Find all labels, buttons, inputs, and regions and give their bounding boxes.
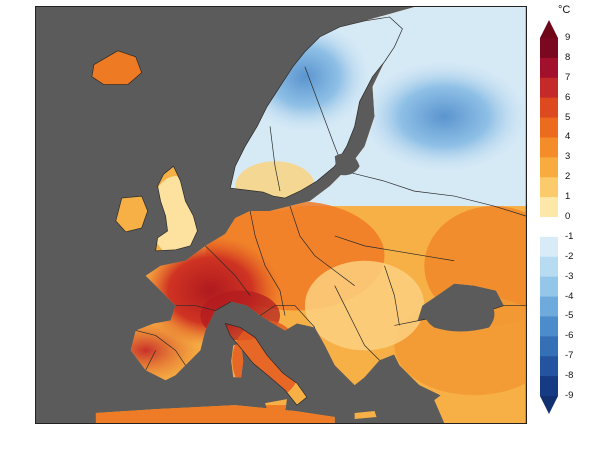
colorbar-tick-label: -6 [565, 330, 574, 342]
colorbar-cell [540, 356, 558, 377]
colorbar-cell [540, 376, 558, 397]
colorbar-tick-label: -1 [565, 230, 574, 242]
colorbar-tick-label: 4 [565, 131, 571, 143]
colorbar-cell [540, 316, 558, 337]
colorbar-tick-label: -2 [565, 250, 574, 262]
colorbar-tick-label: -3 [565, 270, 574, 282]
colorbar-legend: °C 9 8 7 6 5 4 3 2 1 0 -1 -2 -3 -4 -5 -6 -7 -8 -9 [538, 4, 598, 418]
unit-label: °C [558, 4, 571, 16]
baltic-gulf [334, 152, 360, 176]
black-sea [425, 295, 495, 332]
colorbar-cell [540, 57, 558, 79]
colorbar-tick-label: 2 [565, 171, 571, 183]
colorbar-cell [540, 177, 558, 198]
map-panel [35, 6, 527, 424]
colorbar-cell [540, 137, 558, 158]
colorbar-cell [540, 276, 558, 298]
colorbar-tick-label: 3 [565, 151, 571, 163]
colorbar-tick-label: -7 [565, 350, 574, 362]
colorbar-tick-label: -4 [565, 290, 574, 302]
colorbar-tick-label: -8 [565, 370, 574, 382]
colorbar-cell [540, 296, 558, 317]
country-borders [91, 16, 526, 406]
colorbar-tick-label: -5 [565, 310, 574, 322]
colorbar-cell [540, 236, 558, 258]
colorbar-tick-label: 1 [565, 191, 571, 203]
colorbar-tick-label: 7 [565, 71, 571, 83]
colorbar-cell [540, 256, 558, 278]
colorbar-scale [540, 20, 558, 414]
europe-temperature-map [36, 7, 526, 423]
footer-area [0, 430, 600, 450]
colorbar-cell [540, 38, 558, 59]
colorbar-cell [540, 157, 558, 178]
colorbar-min-arrow [540, 396, 558, 414]
colorbar-cell [540, 77, 558, 99]
colorbar-tick-label: 0 [565, 211, 571, 222]
colorbar-cell [540, 217, 558, 238]
colorbar-tick-label: 5 [565, 111, 571, 123]
colorbar-tick-label: -9 [565, 390, 574, 401]
colorbar-tick-label: 6 [565, 91, 571, 103]
colorbar-cell [540, 97, 558, 119]
colorbar-max-arrow [540, 20, 558, 38]
colorbar-tick-label: 9 [565, 32, 571, 43]
colorbar-cell [540, 336, 558, 357]
colorbar-cell [540, 117, 558, 138]
colorbar-cell [540, 197, 558, 218]
colorbar-tick-label: 8 [565, 51, 571, 63]
